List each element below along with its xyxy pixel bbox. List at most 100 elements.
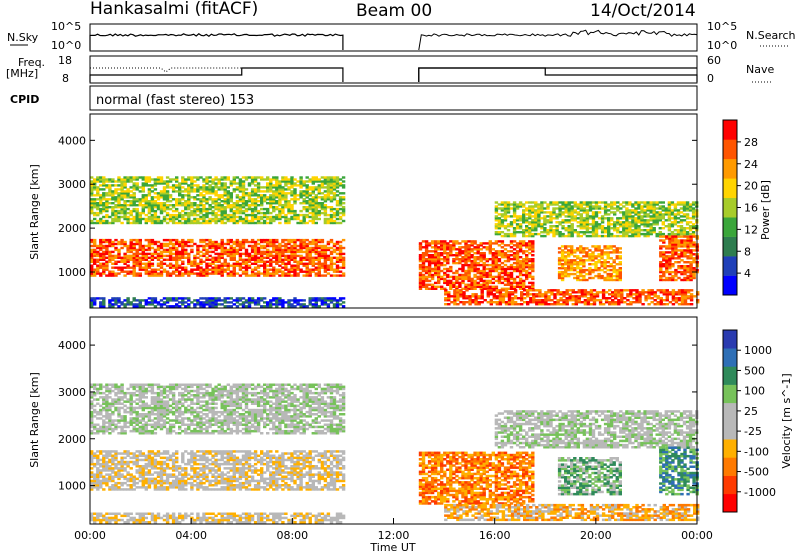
- power-cell: [430, 254, 435, 257]
- power-cell: [503, 269, 508, 273]
- power-cell: [229, 206, 233, 209]
- power-cell: [311, 213, 315, 217]
- power-cell: [570, 232, 574, 236]
- power-cell: [579, 278, 583, 282]
- power-cell: [335, 246, 340, 250]
- power-cell: [108, 260, 112, 263]
- power-cell: [619, 217, 623, 220]
- power-cell: [320, 182, 325, 185]
- power-cell: [512, 252, 517, 255]
- power-cell: [275, 176, 279, 179]
- power-cell: [314, 196, 318, 199]
- power-cell: [275, 180, 279, 183]
- power-cell: [226, 219, 230, 223]
- power-cell: [437, 242, 441, 245]
- power-cell: [549, 225, 553, 228]
- power-cell: [238, 242, 243, 246]
- power-cell: [287, 202, 291, 205]
- power-cell: [278, 268, 282, 271]
- date-title: 14/Oct/2014: [590, 1, 696, 21]
- power-cell: [250, 254, 255, 258]
- power-cell: [332, 299, 337, 302]
- power-cell: [205, 186, 209, 189]
- power-cell: [686, 268, 690, 272]
- power-cell: [266, 198, 270, 201]
- power-cell: [263, 221, 267, 225]
- power-cell: [135, 254, 139, 258]
- power-cell: [99, 252, 103, 256]
- power-cell: [531, 240, 535, 243]
- power-cell: [668, 270, 672, 274]
- power-cell: [667, 229, 672, 232]
- power-cell: [434, 265, 438, 269]
- power-cell: [250, 190, 255, 193]
- power-cell: [153, 301, 158, 304]
- power-cell: [135, 274, 139, 277]
- power-cell: [138, 213, 142, 217]
- power-cell: [582, 211, 587, 214]
- power-cell: [235, 305, 240, 308]
- power-cell: [90, 204, 94, 207]
- power-cell: [610, 227, 614, 230]
- power-cell: [135, 198, 139, 201]
- power-cell: [205, 297, 209, 300]
- power-cell: [162, 207, 167, 211]
- power-cell: [341, 211, 346, 215]
- power-cell: [461, 279, 465, 283]
- power-cell: [561, 203, 565, 206]
- power-cell: [272, 248, 276, 252]
- power-cell: [573, 217, 577, 220]
- power-cell: [93, 268, 97, 271]
- power-cell: [138, 246, 142, 250]
- power-cell: [591, 259, 595, 262]
- power-cell: [108, 186, 112, 189]
- power-cell: [594, 255, 598, 258]
- power-cell: [607, 225, 611, 228]
- power-cell: [520, 299, 524, 302]
- power-cell: [190, 244, 194, 248]
- power-cell: [335, 264, 340, 267]
- power-cell: [607, 227, 611, 230]
- power-cell: [202, 248, 206, 252]
- power-cell: [214, 244, 218, 248]
- power-cell: [588, 257, 592, 260]
- power-cell: [476, 244, 480, 247]
- power-cell: [610, 203, 614, 206]
- power-cell: [625, 234, 629, 238]
- power-cell: [317, 299, 321, 302]
- power-cell: [153, 213, 158, 217]
- power-cell: [150, 242, 155, 246]
- power-cell: [256, 204, 261, 207]
- power-cell: [123, 211, 127, 215]
- power-cell: [284, 258, 288, 261]
- power-cell: [171, 246, 176, 250]
- power-cell: [178, 188, 182, 191]
- power-cell: [247, 200, 252, 203]
- power-cell: [528, 232, 532, 236]
- power-cell: [117, 254, 121, 258]
- power-cell: [269, 188, 273, 191]
- power-cell: [652, 211, 656, 214]
- power-cell: [591, 257, 595, 260]
- power-cell: [447, 297, 451, 300]
- power-cell: [93, 260, 97, 263]
- power-cell: [674, 241, 678, 244]
- power-cell: [443, 250, 447, 253]
- power-cell: [613, 207, 617, 210]
- power-cell: [591, 253, 595, 256]
- power-cell: [588, 209, 593, 212]
- power-cell: [456, 289, 460, 292]
- power-cell: [178, 219, 182, 223]
- power-cell: [302, 207, 306, 211]
- power-cell: [314, 272, 318, 275]
- power-cell: [205, 266, 209, 269]
- power-cell: [111, 213, 115, 217]
- power-cell: [232, 274, 236, 277]
- power-cell: [500, 213, 505, 216]
- power-cell: [235, 188, 240, 191]
- power-cell: [512, 254, 517, 257]
- power-cell: [153, 184, 158, 187]
- power-cell: [488, 279, 492, 283]
- power-cell: [570, 223, 574, 226]
- power-cell: [223, 215, 227, 219]
